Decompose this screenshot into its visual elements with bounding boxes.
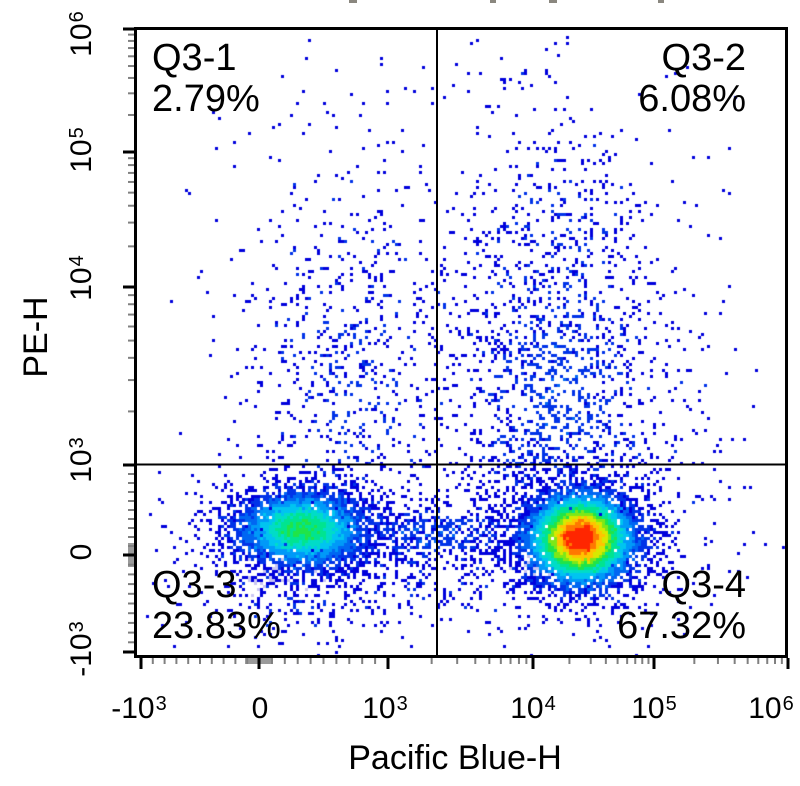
title-remnant-mark [349,0,357,3]
tick-exponent: 3 [66,621,88,633]
title-remnant-mark [549,0,557,3]
tick-exponent: 4 [66,255,88,267]
quadrant-name: Q3-2 [661,37,746,79]
tick-exponent: 5 [66,127,88,139]
x-tick-label: 105 [604,691,704,730]
tick-base: 10 [510,692,544,725]
y-axis-title: PE-H [17,296,55,378]
tick-exponent: 4 [544,693,556,715]
y-tick-label: 104 [65,218,98,338]
tick-exponent: 3 [66,437,88,449]
tick-exponent: 5 [665,693,677,715]
quadrant-percent: 6.08% [638,78,746,120]
tick-exponent: 6 [66,11,88,23]
y-tick-label: 106 [65,0,98,94]
tick-base: 0 [251,692,269,725]
tick-base: 10 [362,692,396,725]
plot-border [134,27,788,658]
quadrant-label-q3-2: Q3-2 6.08% [638,38,746,120]
x-tick-label: 104 [483,691,583,730]
tick-base: 10 [65,139,98,173]
tick-exponent: 6 [782,693,794,715]
x-tick-label: -103 [89,691,189,730]
y-tick-label: 105 [65,90,98,210]
x-axis-title: Pacific Blue-H [348,739,562,777]
quadrant-name: Q3-3 [152,564,237,606]
quadrant-label-q3-4: Q3-4 67.32% [617,565,746,647]
tick-exponent: 3 [155,693,167,715]
quadrant-name: Q3-4 [661,564,746,606]
title-remnant-mark [658,0,664,3]
quadrant-label-q3-3: Q3-3 23.83% [152,565,281,647]
quadrant-percent: 23.83% [152,605,281,647]
tick-exponent: 3 [396,693,408,715]
x-tick-label: 0 [210,691,310,727]
quadrant-name: Q3-1 [152,37,237,79]
tick-base: 10 [65,449,98,483]
y-tick-label: 103 [65,400,98,520]
quadrant-percent: 2.79% [152,78,260,120]
x-tick-label: 103 [335,691,435,730]
tick-base: 10 [631,692,665,725]
title-remnant-mark [490,0,496,3]
tick-base: 0 [65,543,98,561]
tick-base: 10 [65,267,98,301]
tick-base: 10 [748,692,782,725]
x-tick-label: 106 [721,691,800,730]
quadrant-percent: 67.32% [617,605,746,647]
tick-base: 10 [65,23,98,57]
tick-base: -10 [111,692,155,725]
tick-base: -10 [65,633,98,677]
quadrant-label-q3-1: Q3-1 2.79% [152,38,260,120]
